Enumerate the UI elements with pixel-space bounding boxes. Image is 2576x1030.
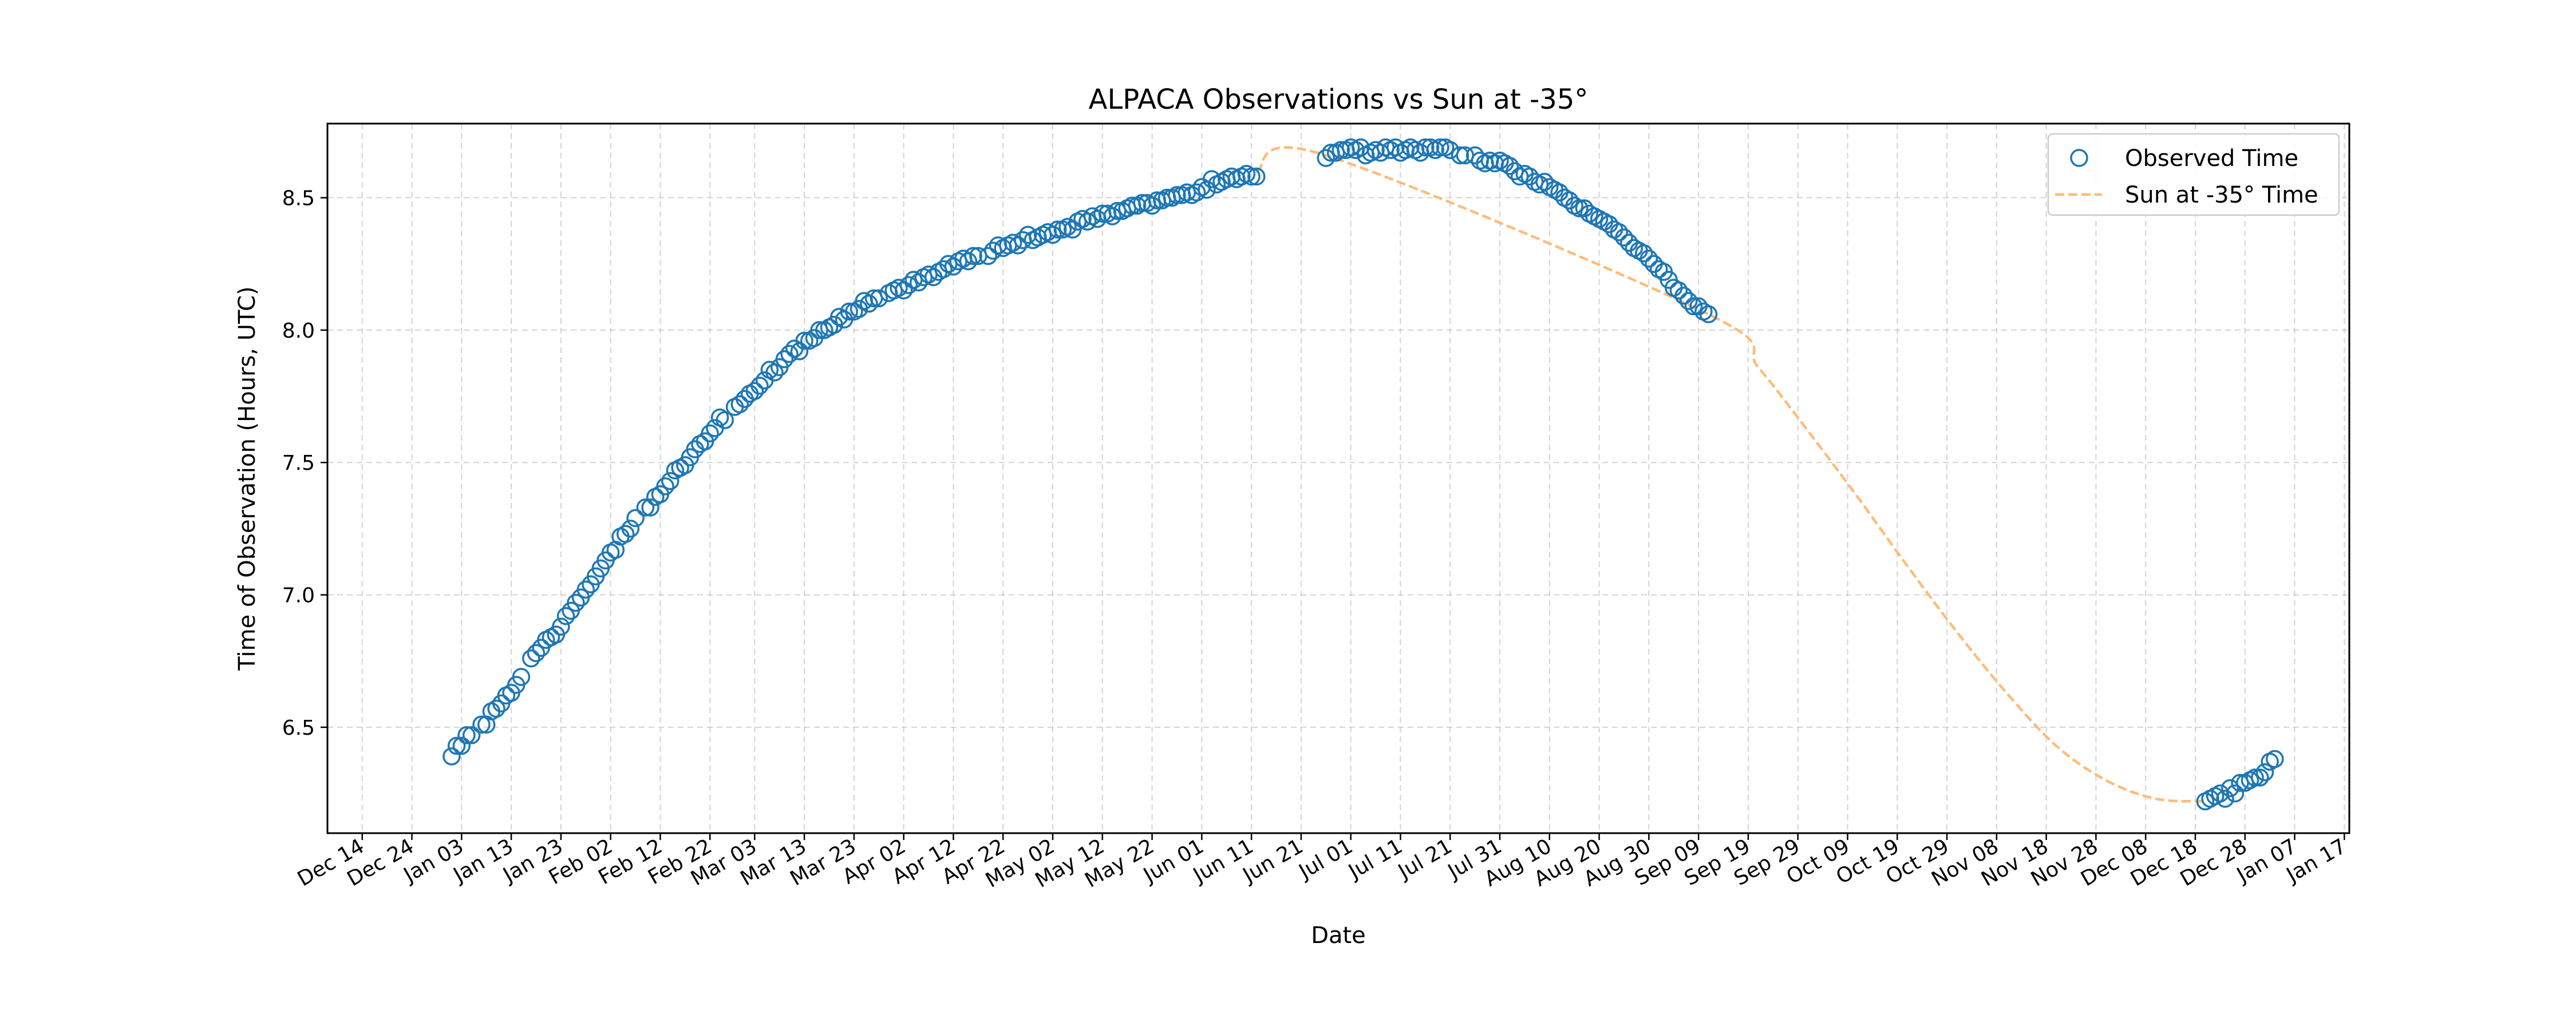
- observed-point: [522, 649, 540, 668]
- y-tick-label: 7.5: [282, 451, 315, 475]
- observed-point: [2226, 784, 2245, 803]
- observed-point: [1242, 167, 1261, 186]
- observed-point: [2211, 784, 2230, 803]
- observed-point: [1680, 292, 1698, 310]
- observed-point: [552, 617, 570, 636]
- observed-point: [457, 726, 476, 744]
- observed-point: [1500, 157, 1519, 175]
- observed-point: [656, 477, 674, 496]
- observed-point: [1431, 138, 1449, 157]
- observed-point: [860, 294, 878, 313]
- x-axis-label: Date: [1311, 922, 1366, 949]
- observed-point: [1639, 249, 1658, 268]
- observed-point: [959, 252, 978, 271]
- observed-point: [840, 302, 858, 321]
- observed-point: [1674, 286, 1693, 305]
- sun-line: [1255, 146, 2206, 803]
- observed-point: [641, 498, 659, 517]
- observed-point: [1317, 149, 1336, 167]
- observed-point: [1103, 207, 1121, 225]
- observed-point: [964, 247, 982, 266]
- observed-point: [1198, 180, 1216, 199]
- observed-point: [1044, 225, 1062, 244]
- observed-point: [701, 424, 719, 443]
- observed-point: [979, 247, 997, 266]
- observed-point: [1570, 199, 1589, 217]
- observed-point: [1143, 196, 1161, 215]
- observed-point: [616, 525, 635, 543]
- plot-frame: [326, 122, 2350, 834]
- observed-point: [894, 281, 913, 300]
- y-tick-label: 8.0: [282, 319, 315, 343]
- observed-point: [462, 726, 481, 744]
- observed-point: [1187, 183, 1206, 202]
- observed-point: [527, 644, 546, 663]
- observed-point: [870, 289, 888, 308]
- sun-line-series: [1255, 146, 2206, 803]
- observed-point: [512, 668, 531, 686]
- observed-point: [626, 509, 645, 528]
- observed-point: [452, 736, 471, 755]
- observed-point: [1669, 281, 1688, 300]
- observed-point: [934, 260, 953, 279]
- observed-point: [716, 411, 734, 429]
- observed-point: [795, 331, 813, 350]
- observed-point: [1332, 141, 1350, 160]
- observed-point: [899, 276, 918, 294]
- observed-point: [1684, 297, 1703, 316]
- observed-point: [780, 344, 799, 363]
- observed-point: [2266, 750, 2284, 768]
- observed-point: [1416, 138, 1435, 157]
- y-tick-label: 7.0: [282, 584, 315, 608]
- observed-point: [745, 382, 764, 401]
- chart-title: ALPACA Observations vs Sun at -35°: [1089, 84, 1589, 116]
- observed-point: [487, 699, 505, 718]
- y-tick-label: 8.5: [282, 187, 315, 211]
- observed-point: [576, 580, 595, 599]
- observed-point: [567, 593, 585, 612]
- observed-point: [1451, 146, 1469, 165]
- observed-point: [472, 715, 491, 734]
- legend-box: [2047, 133, 2340, 216]
- observed-point: [1018, 225, 1037, 244]
- y-axis-label: Time of Observation (Hours, UTC): [234, 286, 260, 671]
- observed-point: [1048, 220, 1067, 239]
- legend-label-sun: Sun at -35° Time: [2125, 182, 2318, 208]
- observed-point: [1610, 223, 1629, 241]
- observed-point: [2255, 763, 2274, 782]
- legend: Observed Time Sun at -35° Time: [2047, 133, 2340, 216]
- observed-point: [750, 377, 769, 395]
- observed-point: [1247, 167, 1266, 186]
- observed-point: [556, 607, 575, 625]
- observed-point: [1168, 186, 1186, 204]
- legend-marker-observed: [2070, 149, 2088, 167]
- observed-point: [2246, 768, 2264, 787]
- observed-point: [1634, 244, 1653, 263]
- observed-point: [2251, 768, 2269, 787]
- y-tick-label: 6.5: [282, 716, 315, 740]
- observed-point: [1615, 228, 1633, 247]
- observed-point: [661, 472, 679, 490]
- observed-point: [1699, 305, 1718, 323]
- observed-point: [730, 395, 749, 414]
- observed-point: [765, 363, 784, 382]
- observed-point: [2216, 790, 2234, 808]
- observed-point: [1078, 212, 1097, 231]
- observed-point: [621, 520, 640, 538]
- legend-label-observed: Observed Time: [2125, 145, 2298, 172]
- observed-points-series: [442, 138, 2284, 811]
- observed-point: [790, 342, 809, 360]
- observed-point: [447, 736, 466, 755]
- observed-point: [636, 498, 655, 517]
- y-axis-ticks: 6.5 7.0 7.5 8.0 8.5: [282, 187, 327, 740]
- observed-point: [775, 350, 794, 369]
- observed-point: [1202, 170, 1221, 188]
- observed-point: [1386, 138, 1405, 157]
- observed-point: [442, 747, 461, 766]
